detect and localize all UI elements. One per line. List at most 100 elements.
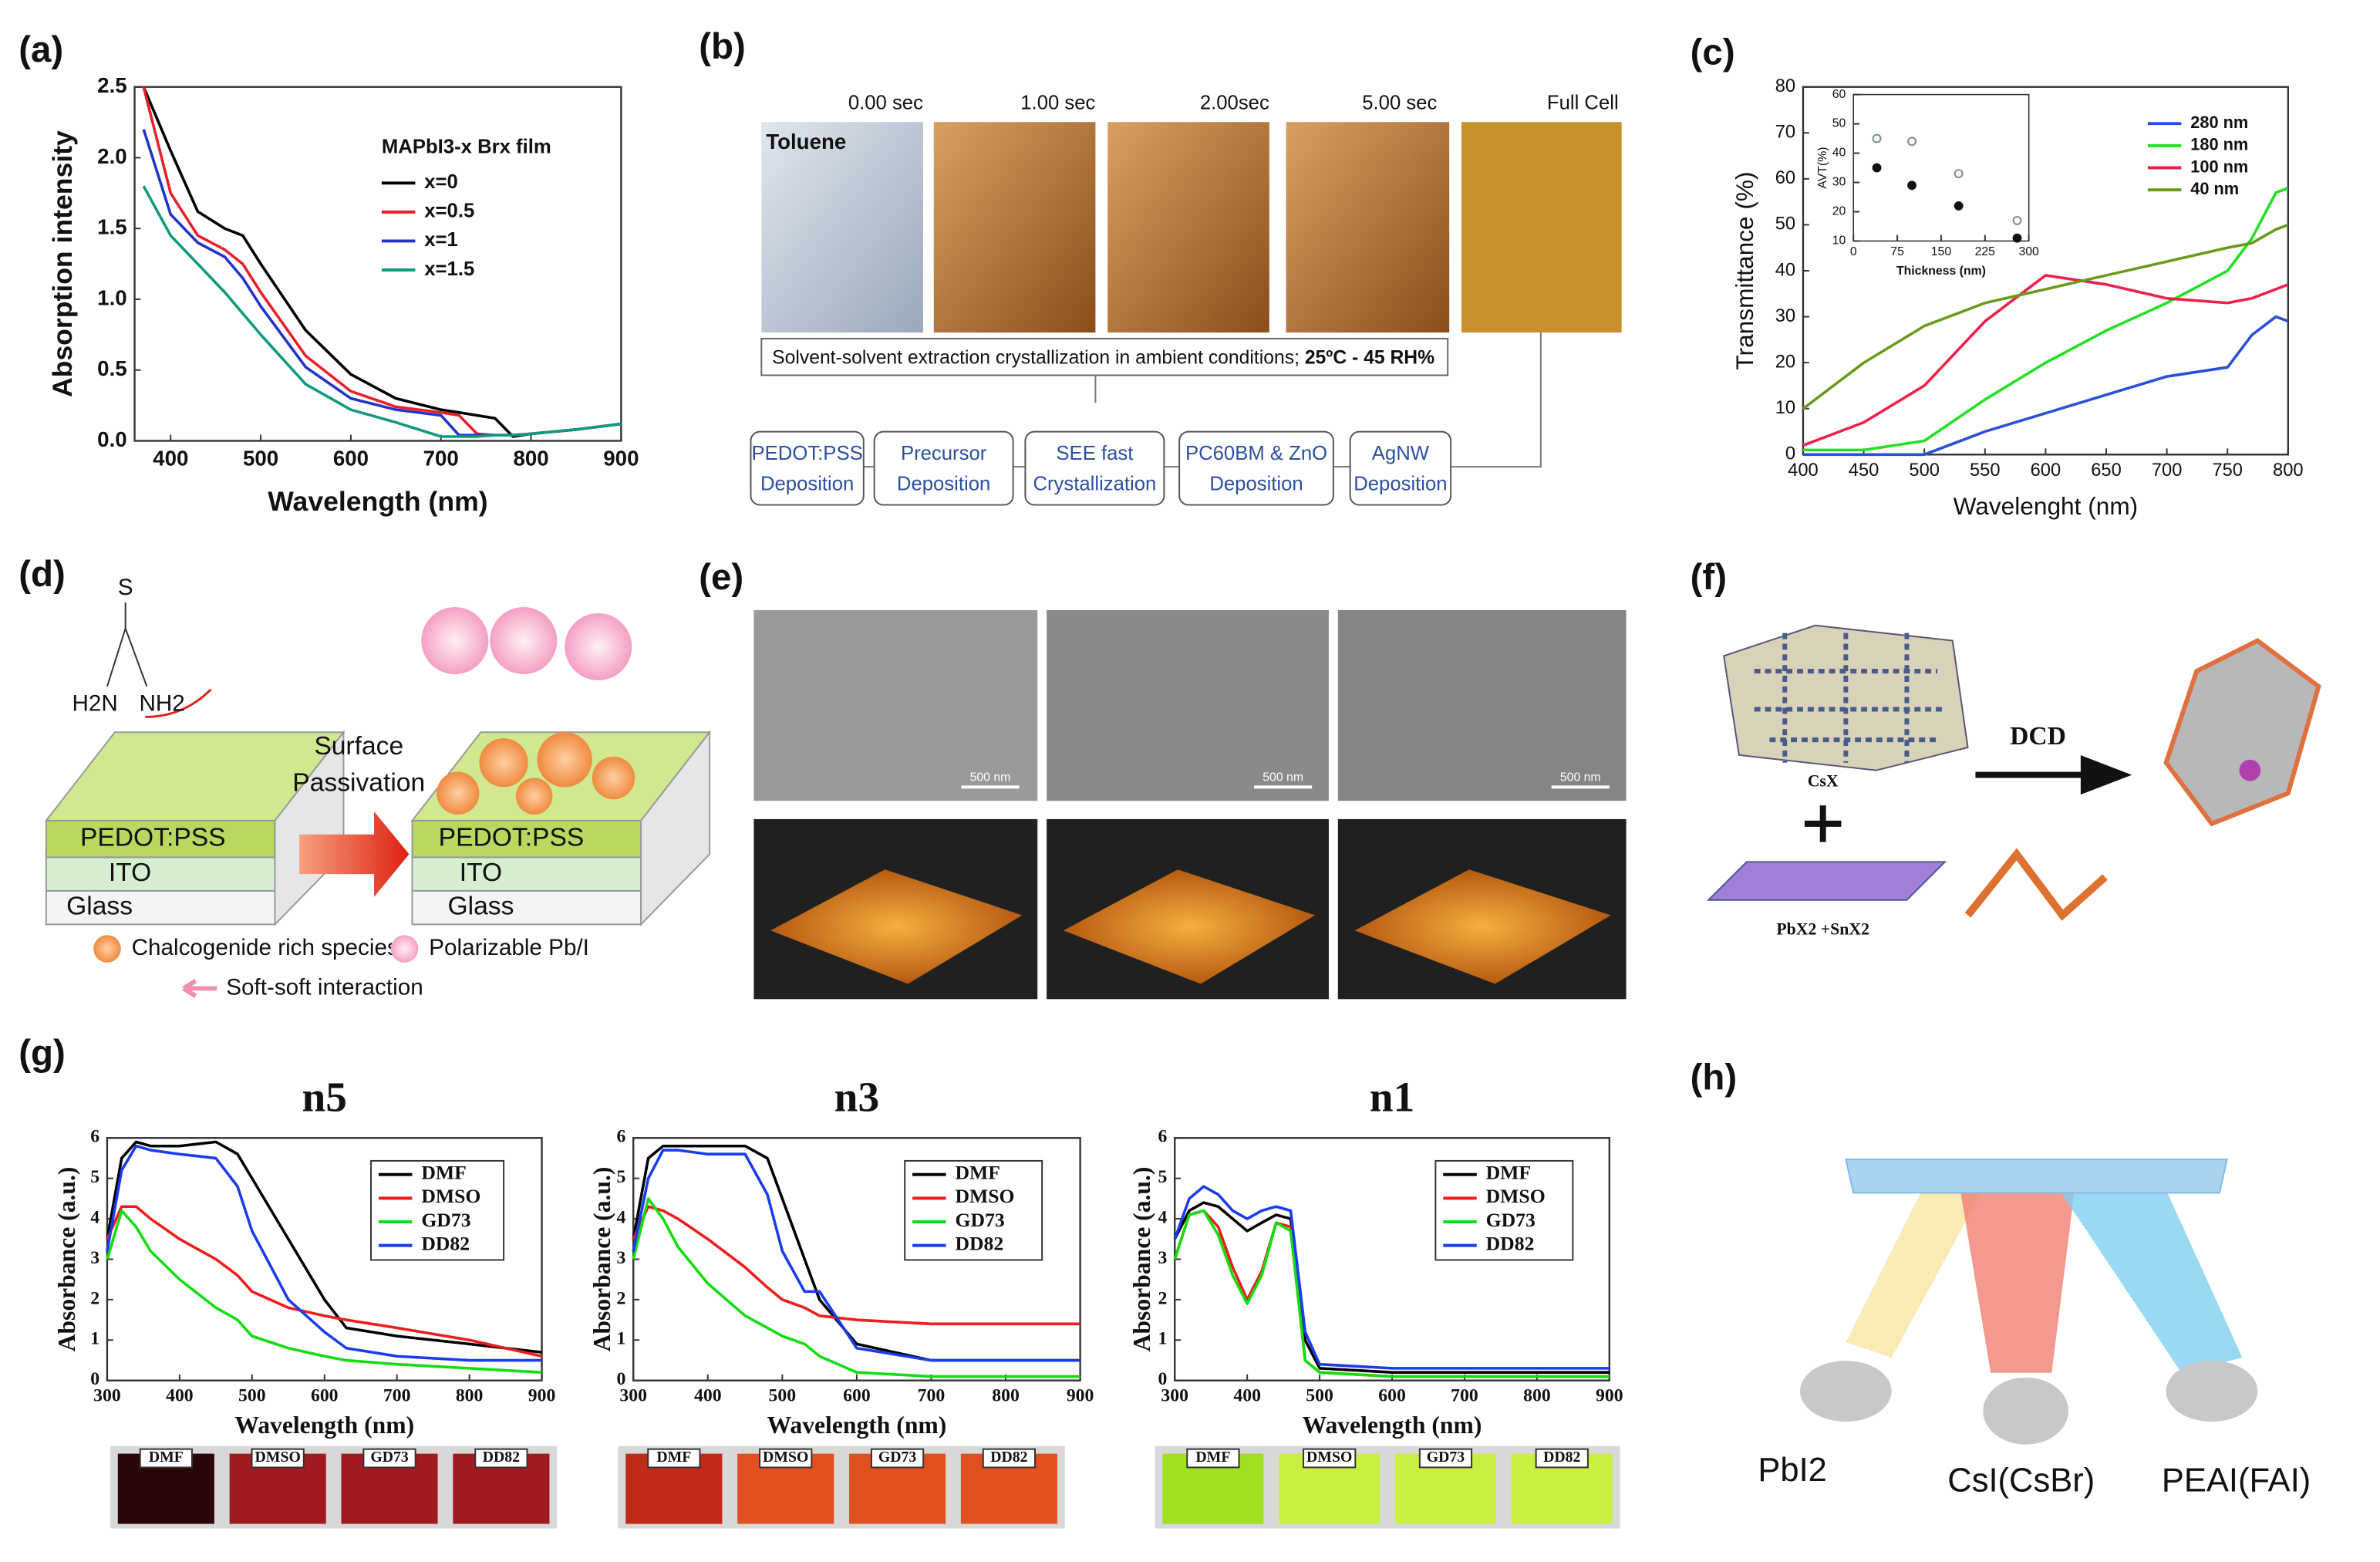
y-tick-label: 0	[616, 1369, 625, 1389]
x-tick-label: 500	[238, 1385, 266, 1405]
x-tick-label: 300	[2018, 245, 2039, 258]
legend-box	[370, 1159, 505, 1261]
x-tick-label: 300	[619, 1385, 647, 1405]
step-box	[1024, 430, 1165, 506]
x-tick-label: 900	[528, 1385, 556, 1405]
time-label: 1.00 sec	[1020, 92, 1095, 113]
y-tick-label: 50	[1832, 117, 1846, 130]
group: NH2	[139, 690, 184, 716]
chart: 300 400 500 600 700 800 900 0 1 2 3 4 5 6 Wavelength (…	[588, 1073, 1094, 1439]
label: CsX	[1808, 771, 1839, 790]
legend-label: 100 nm	[2190, 157, 2248, 176]
scale-label: 500 nm	[1262, 771, 1303, 784]
y-tick-label: 6	[1158, 1127, 1167, 1147]
atom	[2239, 759, 2261, 781]
step-label: PEDOT:PSS	[752, 443, 863, 464]
step-label: Deposition	[1209, 474, 1303, 495]
photo	[1461, 122, 1622, 333]
arrow	[299, 811, 410, 897]
plot-frame	[133, 86, 622, 442]
time-label: 0.00 sec	[848, 92, 923, 113]
lattice	[1754, 633, 1945, 763]
layer	[45, 856, 276, 892]
step-label: Crystallization	[1033, 474, 1156, 495]
y-tick-label: 80	[1775, 76, 1795, 96]
tag-label: GD73	[878, 1449, 917, 1466]
layer-label: Glass	[66, 892, 133, 921]
caption-box	[760, 338, 1449, 376]
chart: 300 400 500 600 700 800 900 0 1 2 3 4 5 6 Wavelength (…	[1128, 1073, 1623, 1439]
y-tick-label: 60	[1832, 88, 1846, 101]
y-tick-label: 2	[616, 1288, 625, 1308]
point	[1954, 201, 1964, 211]
series-line	[106, 1205, 542, 1358]
panel-f: CsX PbX2 +SnX2 DCD	[1706, 624, 2321, 938]
panel-label: (g)	[19, 1033, 66, 1074]
step-label: Deposition	[760, 474, 854, 495]
y-tick-label: 1	[1158, 1329, 1167, 1349]
solvent-label: Toluene	[766, 130, 846, 154]
chart-title: n1	[1370, 1073, 1414, 1120]
x-tick-label: 900	[1596, 1385, 1623, 1405]
x-tick-label: 300	[93, 1385, 121, 1405]
tag-label: DMF	[1195, 1449, 1230, 1466]
y-tick-label: 1.5	[97, 215, 126, 239]
point	[2012, 215, 2022, 225]
x-axis-label: Wavelenght (nm)	[1954, 492, 2139, 520]
series-line	[106, 1144, 542, 1362]
x-tick-label: 75	[1890, 245, 1904, 258]
point	[1872, 163, 1882, 173]
y-tick-label: 3	[1158, 1248, 1167, 1268]
series-line	[1173, 1209, 1610, 1378]
x-tick-label: 225	[1975, 245, 1996, 258]
y-tick-label: 2	[90, 1288, 99, 1308]
source	[1800, 1360, 1892, 1422]
layer-label: ITO	[460, 859, 502, 887]
tag	[362, 1448, 416, 1469]
x-tick-label: 0	[1850, 245, 1857, 258]
y-tick-label: 70	[1775, 123, 1795, 143]
y-tick-label: 30	[1775, 306, 1795, 326]
panel-label: (h)	[1691, 1058, 1738, 1098]
series-line	[632, 1197, 1080, 1378]
series-line	[1802, 315, 2289, 457]
y-tick-label: 2.0	[97, 144, 126, 168]
x-tick-label: 600	[843, 1385, 871, 1405]
panel-h: PbI2 CsI(CsBr) PEAI(FAI)	[1758, 1158, 2311, 1500]
x-axis-label: Wavelength (nm)	[234, 1412, 414, 1439]
tag	[759, 1448, 813, 1469]
y-tick-label: 4	[90, 1208, 99, 1228]
chart-title: n5	[302, 1073, 347, 1120]
y-tick-label: 10	[1775, 398, 1795, 418]
y-tick-label: 1	[616, 1329, 625, 1349]
tag-label: GD73	[370, 1449, 409, 1466]
series-line	[632, 1205, 1080, 1326]
plot-frame	[1852, 93, 2030, 242]
tag-label: DMF	[656, 1449, 691, 1466]
layer	[411, 819, 642, 859]
x-tick-label: 700	[383, 1385, 411, 1405]
legend-label: DMF	[955, 1162, 1000, 1184]
species	[537, 732, 592, 788]
x-tick-label: 700	[1451, 1385, 1478, 1405]
series-line	[1802, 274, 2289, 447]
species	[479, 738, 528, 788]
step-label: Deposition	[1353, 474, 1447, 495]
x-tick-label: 700	[2152, 461, 2183, 481]
x-tick-label: 600	[1378, 1385, 1406, 1405]
legend-label: 180 nm	[2190, 135, 2248, 154]
y-tick-label: 5	[90, 1167, 99, 1187]
y-tick-label: 0	[1785, 444, 1795, 464]
species	[592, 756, 635, 800]
tag-label: DMSO	[763, 1449, 808, 1466]
tag	[647, 1448, 701, 1469]
x-tick-label: 600	[333, 447, 369, 471]
series-line	[1802, 187, 2289, 452]
photo	[933, 122, 1096, 333]
species	[437, 771, 480, 815]
x-axis-label: Wavelength (nm)	[1303, 1412, 1482, 1439]
tag-label: DMSO	[255, 1449, 301, 1466]
step-box	[1349, 430, 1452, 506]
layer-label: Glass	[447, 892, 514, 921]
